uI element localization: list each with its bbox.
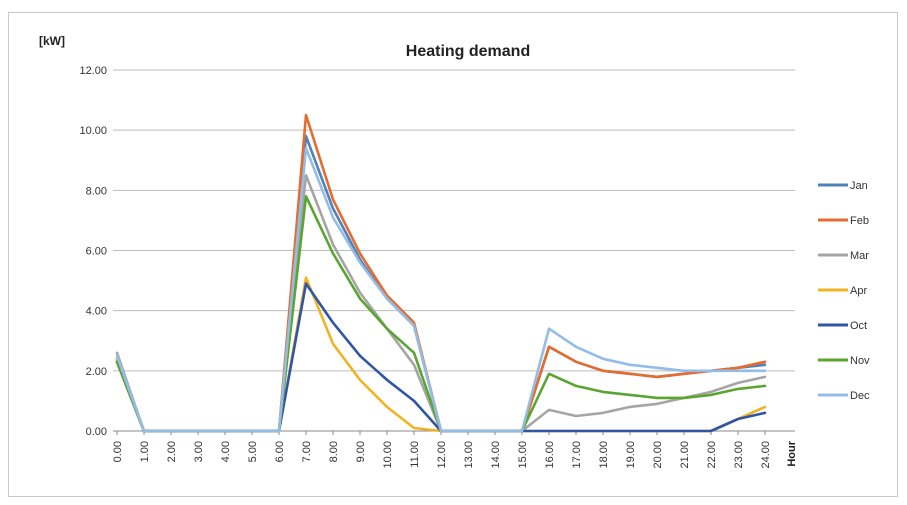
x-tick-label: 18.00 — [598, 441, 610, 469]
y-tick-label: 4.00 — [86, 306, 107, 318]
x-tick-label: 4.00 — [220, 441, 232, 462]
x-tick-label: 3.00 — [193, 441, 205, 462]
x-tick-label: 6.00 — [274, 441, 286, 462]
x-tick-label: 0.00 — [112, 441, 124, 462]
series-lines — [115, 113, 767, 433]
series-line-feb — [115, 113, 767, 433]
legend-label-dec: Dec — [850, 390, 870, 402]
x-tick-label: 14.00 — [490, 441, 502, 469]
x-tick-label: 12.00 — [436, 441, 448, 469]
series-line-mar — [115, 174, 767, 433]
series-line-nov — [115, 195, 767, 433]
series-line-dec — [115, 146, 767, 433]
y-tick-label: 12.00 — [79, 65, 107, 77]
x-tick-label: 9.00 — [355, 441, 367, 462]
y-tick-label: 6.00 — [86, 246, 107, 258]
y-tick-label: 2.00 — [86, 366, 107, 378]
x-tick-label: 20.00 — [652, 441, 664, 469]
x-tick-label: 1.00 — [139, 441, 151, 462]
x-tick-label: 22.00 — [706, 441, 718, 469]
legend-label-mar: Mar — [850, 250, 869, 262]
chart-title: Heating demand — [406, 43, 530, 60]
x-tick-label: 21.00 — [679, 441, 691, 469]
x-tick-label: 16.00 — [544, 441, 556, 469]
x-tick-label: 11.00 — [409, 441, 421, 468]
x-tick-label: 15.00 — [517, 441, 529, 469]
legend-label-jan: Jan — [850, 180, 868, 192]
series-line-jan — [115, 134, 767, 433]
y-tick-label: 0.00 — [86, 426, 107, 438]
legend-label-oct: Oct — [850, 320, 867, 332]
y-tick-label: 10.00 — [79, 125, 107, 137]
x-tick-label: 19.00 — [625, 441, 637, 469]
y-tick-label: 8.00 — [86, 185, 107, 197]
gridlines — [113, 69, 795, 432]
y-axis-unit: [kW] — [39, 34, 65, 48]
x-tick-label: 13.00 — [463, 441, 475, 469]
x-tick-label: 7.00 — [301, 441, 313, 462]
x-tick-label: 5.00 — [247, 441, 259, 462]
legend-label-apr: Apr — [850, 285, 867, 297]
x-tick-label: 10.00 — [382, 441, 394, 469]
series-line-oct — [115, 282, 767, 433]
x-axis-ticks: 0.00 1.00 2.00 3.00 4.00 5.00 6.00 7.00 8.00 9.00… — [112, 431, 772, 469]
legend-label-nov: Nov — [850, 355, 870, 367]
x-tick-label: 17.00 — [571, 441, 583, 469]
x-tick-label: 24.00 — [760, 441, 772, 469]
y-axis-ticks: 0.00 2.00 4.00 6.00 8.00 10.00 12.00 — [79, 65, 107, 438]
x-axis-label: Hour — [786, 440, 798, 466]
legend: Jan Feb Mar Apr Oct Nov Dec — [818, 180, 870, 402]
x-tick-label: 23.00 — [733, 441, 745, 469]
x-tick-label: 2.00 — [166, 441, 178, 462]
series-line-apr — [115, 276, 767, 433]
x-tick-label: 8.00 — [328, 441, 340, 462]
legend-label-feb: Feb — [850, 215, 869, 227]
